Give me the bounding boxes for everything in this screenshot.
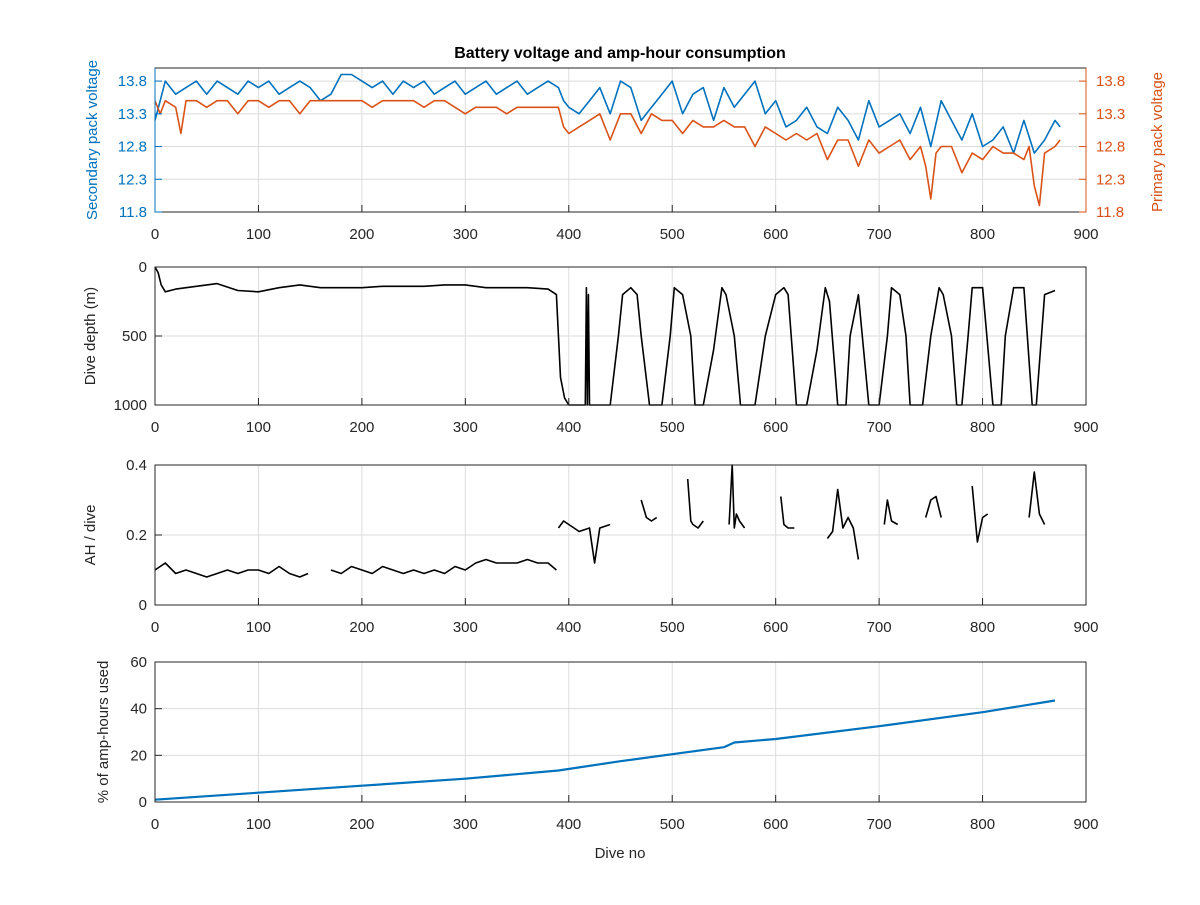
x-tick-label: 400 <box>556 419 581 436</box>
series-line-panel-3 <box>1028 471 1046 525</box>
right-y-tick-label: 13.3 <box>1096 106 1125 123</box>
x-tick-label: 400 <box>556 226 581 243</box>
x-tick-label: 200 <box>349 226 374 243</box>
x-tick-label: 600 <box>763 816 788 833</box>
y-tick-label: 13.3 <box>118 106 147 123</box>
y-axis-label: AH / dive <box>82 505 99 566</box>
x-axis-label: Dive no <box>595 845 646 862</box>
x-tick-label: 400 <box>556 619 581 636</box>
y-tick-label: 0 <box>139 794 147 811</box>
x-tick-label: 100 <box>246 816 271 833</box>
x-tick-label: 600 <box>763 619 788 636</box>
x-tick-label: 400 <box>556 816 581 833</box>
y-tick-label: 40 <box>130 701 147 718</box>
x-tick-label: 100 <box>246 226 271 243</box>
x-tick-label: 200 <box>349 816 374 833</box>
x-tick-label: 900 <box>1073 419 1098 436</box>
y-tick-label: 12.3 <box>118 171 147 188</box>
y-tick-label: 1000 <box>114 397 147 414</box>
y-axis-label: Dive depth (m) <box>82 287 99 385</box>
y-tick-label: 20 <box>130 747 147 764</box>
y-axis-label: % of amp-hours used <box>95 661 112 804</box>
x-tick-label: 500 <box>660 619 685 636</box>
y-tick-label: 0.4 <box>126 457 147 474</box>
series-line-panel-3 <box>826 488 860 560</box>
series-line-panel-3 <box>728 464 746 529</box>
panel-1: 0 100 200 300 400 500 600 700 800 900 11.8 12.3 12.8… <box>84 60 1166 243</box>
figure-title: Battery voltage and amp-hour consumption <box>454 45 786 62</box>
x-tick-label: 900 <box>1073 816 1098 833</box>
series-line-panel-3 <box>971 485 989 543</box>
y-tick-label: 11.8 <box>119 204 147 221</box>
x-tick-label: 700 <box>867 419 892 436</box>
x-tick-label: 700 <box>867 226 892 243</box>
x-tick-label: 0 <box>151 816 159 833</box>
y-tick-label: 13.8 <box>118 73 147 90</box>
y-tick-label: 12.8 <box>118 139 147 156</box>
x-tick-label: 500 <box>660 816 685 833</box>
right-y-tick-label: 12.3 <box>1096 171 1125 188</box>
x-tick-label: 0 <box>151 619 159 636</box>
series-line-panel-3 <box>924 495 942 518</box>
axes-box <box>154 661 1087 803</box>
x-tick-label: 600 <box>763 419 788 436</box>
x-tick-label: 900 <box>1073 226 1098 243</box>
y-tick-label: 0 <box>139 259 147 276</box>
x-tick-label: 300 <box>453 619 478 636</box>
y-tick-label: 60 <box>130 654 147 671</box>
x-tick-label: 800 <box>970 619 995 636</box>
x-tick-label: 0 <box>151 226 159 243</box>
x-tick-label: 200 <box>349 619 374 636</box>
panel-4: 0 100 200 300 400 500 600 700 800 900 0 20 40 60 % of … <box>95 654 1099 833</box>
right-y-tick-label: 11.8 <box>1096 204 1124 221</box>
panel-3: 0 100 200 300 400 500 600 700 800 900 0 0.2 0.4 AH / … <box>82 457 1099 636</box>
x-tick-label: 600 <box>763 226 788 243</box>
series-line-primary-pack-voltage <box>154 99 1061 207</box>
x-tick-label: 300 <box>453 816 478 833</box>
x-tick-label: 100 <box>246 419 271 436</box>
x-tick-label: 300 <box>453 226 478 243</box>
x-tick-label: 500 <box>660 226 685 243</box>
y-tick-label: 0 <box>139 597 147 614</box>
x-tick-label: 0 <box>151 419 159 436</box>
right-y-tick-label: 13.8 <box>1096 73 1125 90</box>
x-tick-label: 500 <box>660 419 685 436</box>
x-tick-label: 700 <box>867 619 892 636</box>
series-line-panel-3 <box>780 496 795 529</box>
x-tick-label: 100 <box>246 619 271 636</box>
series-line-panel-3 <box>640 499 658 522</box>
y-tick-label: 0.2 <box>126 527 147 544</box>
series-line-panel-3 <box>686 478 704 529</box>
x-tick-label: 200 <box>349 419 374 436</box>
series-line-panel-3 <box>883 499 899 526</box>
x-tick-label: 900 <box>1073 619 1098 636</box>
panel-2: 0 100 200 300 400 500 600 700 800 900 0 500 1000 Dive… <box>82 259 1099 436</box>
series-line-secondary-pack-voltage <box>154 73 1061 154</box>
x-tick-label: 800 <box>970 816 995 833</box>
series-line-panel-3 <box>330 558 557 575</box>
series-line-panel-3 <box>557 520 611 564</box>
x-tick-label: 800 <box>970 226 995 243</box>
y-tick-label: 500 <box>122 328 147 345</box>
right-y-axis-label: Primary pack voltage <box>1149 72 1166 212</box>
y-axis-label: Secondary pack voltage <box>84 60 101 220</box>
right-y-tick-label: 12.8 <box>1096 139 1125 156</box>
series-line-panel-3 <box>154 562 309 578</box>
axes-box <box>154 67 1087 213</box>
series-line-panel-4 <box>154 699 1056 801</box>
x-tick-label: 800 <box>970 419 995 436</box>
x-tick-label: 300 <box>453 419 478 436</box>
x-tick-label: 700 <box>867 816 892 833</box>
